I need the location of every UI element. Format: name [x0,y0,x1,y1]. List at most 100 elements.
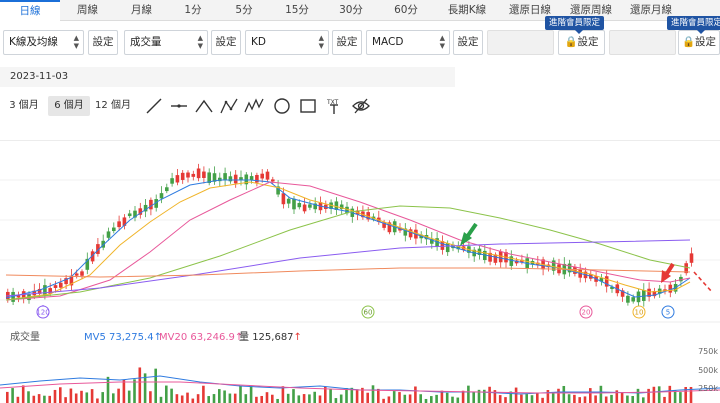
horizontal-line-tool-icon[interactable] [169,96,189,116]
candle [196,168,201,179]
tab-adjusted-monthly[interactable]: 還原月線 [630,4,672,16]
volume-tick-750k: 750k [698,347,718,356]
volume-bar [657,386,661,403]
volume-bar [430,396,433,403]
tab-daily[interactable]: 日線 [0,0,60,21]
text-tool-icon[interactable]: TXT [324,96,344,116]
volume-bar [488,386,491,403]
candle [228,176,233,182]
macd-indicator-value: MACD [372,36,404,48]
candle [610,286,614,290]
angle-tool-icon[interactable] [194,96,214,116]
volume-bar [684,387,687,403]
main-indicator-settings-button[interactable]: 設定 [88,30,118,55]
wave-tool-icon[interactable] [244,96,264,116]
volume-qty-legend: 量 125,687↑ [239,332,302,343]
volume-title: 成交量 [10,332,40,343]
tab-weekly[interactable]: 周線 [77,4,98,16]
candle [679,276,683,282]
hide-drawings-icon[interactable] [351,96,371,116]
volume-bar [218,389,221,403]
candle [642,290,646,301]
volume-bar [387,396,391,403]
macd-indicator-select[interactable]: MACD ▲ ▼ [366,30,450,55]
candle [286,198,291,204]
volume-bar [551,393,555,403]
volume-bar [541,397,544,403]
volume-indicator-select[interactable]: 成交量 ▲ ▼ [124,30,208,55]
candle [382,222,386,228]
rectangle-tool-icon[interactable] [298,96,318,116]
pattern-abc-tool-icon[interactable] [219,96,239,116]
volume-bar [668,385,672,403]
price-chart[interactable]: 120 60 20 10 5 [0,140,720,403]
lock-icon: 🔒 [564,36,578,48]
candle [509,256,514,266]
volume-bar [567,394,571,403]
volume-bar [32,395,36,403]
candle [620,290,625,297]
tab-1min[interactable]: 1分 [184,4,202,16]
candle [170,178,174,184]
tab-monthly[interactable]: 月線 [131,4,152,16]
volume-bar [154,368,157,403]
kd-indicator-select[interactable]: KD ▲ ▼ [245,30,329,55]
volume-bar [165,385,168,403]
volume-tick-250k: 250k [698,384,718,393]
candle [456,245,461,250]
candle [334,201,339,210]
volume-bar [276,398,279,403]
volume-bar [525,394,528,403]
tab-adjusted-daily[interactable]: 還原日線 [509,4,551,16]
main-indicator-select[interactable]: K線及均線 ▲ ▼ [3,30,84,55]
volume-bar [339,394,343,403]
tab-30min[interactable]: 30分 [339,4,363,16]
range-6-months-button[interactable]: 6 個月 [48,96,90,116]
green-arrow-icon [460,222,478,246]
candle [53,285,58,288]
tab-5min[interactable]: 5分 [235,4,253,16]
candle [127,213,132,217]
candle [207,172,211,183]
volume-bar [212,394,216,403]
volume-bar [679,392,682,403]
marker-20 [579,305,593,319]
candle [122,217,127,226]
circle-tool-icon[interactable] [272,96,292,116]
main-indicator-value: K線及均線 [9,36,58,48]
range-3-months-button[interactable]: 3 個月 [9,100,39,111]
volume-bar [371,385,375,403]
volume-bar [106,376,110,403]
candle [292,198,296,210]
ma10-line [5,181,691,301]
locked-settings-button-1[interactable]: 🔒設定 進階會員限定 [545,16,605,55]
volume-bar [122,379,126,403]
volume-bar [43,395,46,403]
candle [668,284,673,293]
volume-bar [377,388,380,403]
macd-indicator-settings-button[interactable]: 設定 [453,30,483,55]
candle [180,172,185,180]
candle [143,204,148,212]
volume-bar [244,394,248,403]
candle [138,208,143,215]
range-12-months-button[interactable]: 12 個月 [95,100,131,111]
volume-bar [69,388,73,403]
volume-bar [520,394,523,403]
candle [106,231,111,238]
volume-bar [127,390,131,403]
candle [684,263,688,274]
volume-bar [498,395,502,403]
locked-settings-button-2[interactable]: 🔒設定 進階會員限定 [667,16,720,55]
volume-indicator-settings-button[interactable]: 設定 [211,30,241,55]
line-tool-icon[interactable] [144,96,164,116]
tab-60min[interactable]: 60分 [394,4,418,16]
tab-long-term-k[interactable]: 長期K線 [447,4,487,16]
candle [302,204,307,212]
tab-adjusted-weekly[interactable]: 還原周線 [570,4,612,16]
candle [631,297,635,302]
volume-bar [281,386,285,403]
tab-15min[interactable]: 15分 [285,4,309,16]
kd-indicator-settings-button[interactable]: 設定 [332,30,362,55]
candle [599,278,604,282]
